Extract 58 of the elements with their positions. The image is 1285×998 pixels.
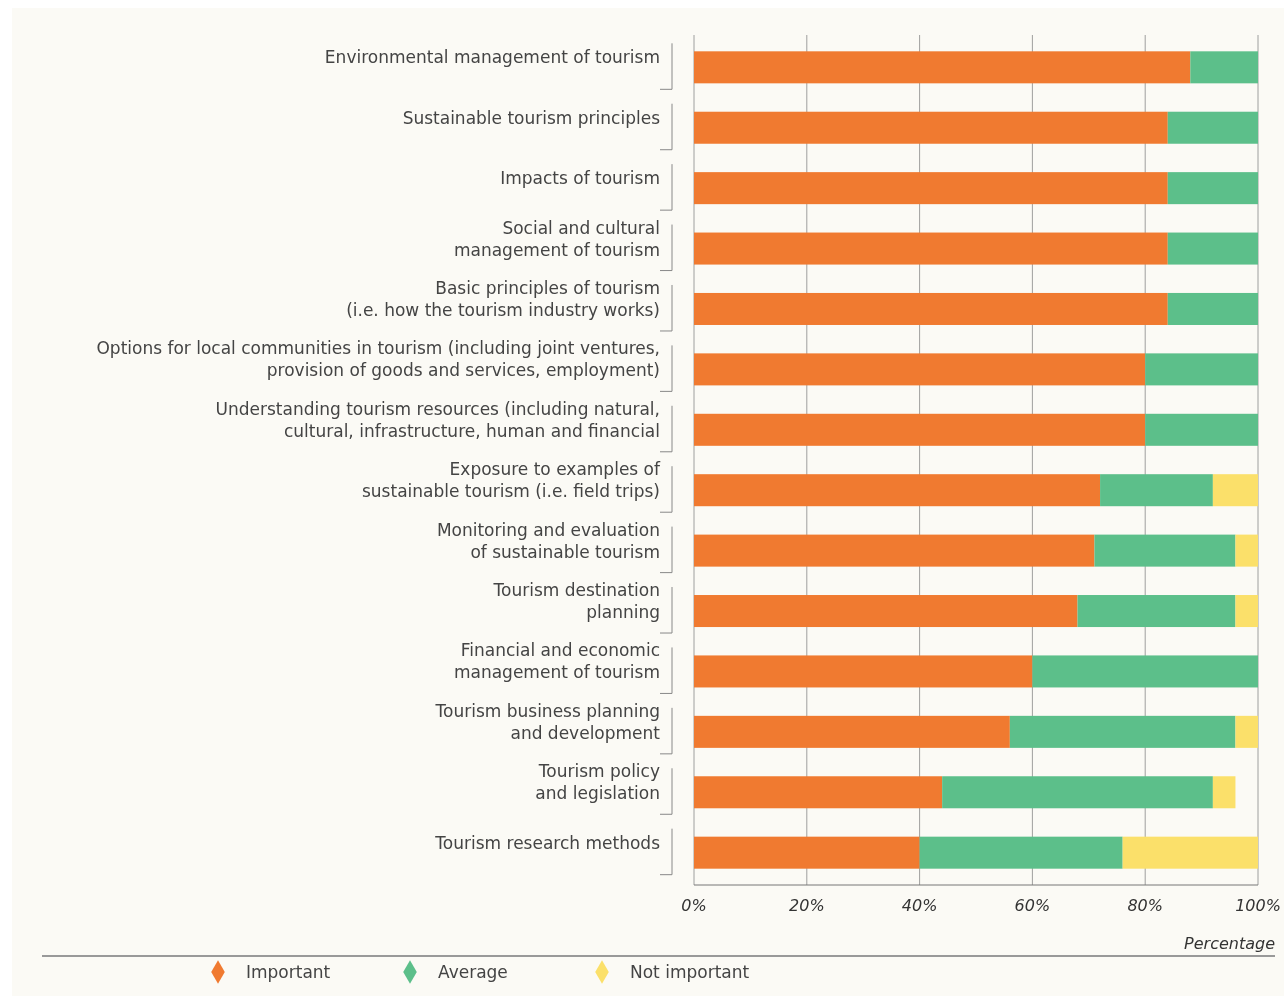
- bar: [1094, 534, 1236, 567]
- bar: [694, 51, 1191, 84]
- y-tick-label: Tourism research methods: [434, 832, 661, 853]
- y-tick-label: Tourism policy and legislation: [535, 761, 660, 804]
- bar: [694, 111, 1168, 144]
- x-tick-label: 40%: [901, 896, 938, 915]
- bar: [1077, 595, 1236, 628]
- x-tick-label: 20%: [789, 896, 825, 915]
- y-tick-label: Financial and economic management of tourism: [453, 640, 660, 683]
- bar: [694, 474, 1101, 507]
- legend-label: Important: [246, 962, 331, 982]
- bar: [1032, 655, 1258, 688]
- bar: [694, 836, 920, 869]
- y-tick-label: Understanding tourism resources (including natural, cultural, infrastructure, human and financial: [215, 398, 660, 441]
- bar: [694, 595, 1078, 628]
- bar: [1122, 836, 1258, 869]
- y-tick-label: Monitoring and evaluation of sustainable tourism: [436, 519, 660, 562]
- bar: [694, 655, 1033, 688]
- bar: [694, 413, 1146, 446]
- bar: [1167, 232, 1258, 265]
- bar: [1235, 715, 1258, 748]
- bar: [694, 353, 1146, 386]
- bar: [694, 292, 1168, 325]
- legend-label: Not important: [630, 962, 750, 982]
- x-axis-title: Percentage: [1184, 934, 1276, 953]
- bar: [694, 776, 943, 809]
- y-tick-label: Tourism business planning and development: [434, 700, 661, 743]
- y-tick-label: Sustainable tourism principles: [402, 107, 661, 128]
- y-tick-label: Social and cultural management of tourism: [453, 217, 660, 260]
- bar: [694, 172, 1168, 205]
- bar: [1167, 172, 1258, 205]
- bar: [1167, 111, 1258, 144]
- bar: [694, 715, 1010, 748]
- y-tick-label: Environmental management of tourism: [324, 47, 660, 68]
- legend-label: Average: [438, 962, 508, 982]
- bar: [1145, 353, 1258, 386]
- y-tick-label: Options for local communities in tourism (including joint ventures, provision of goods and services, employment): [96, 338, 660, 381]
- bar: [919, 836, 1123, 869]
- y-tick-label: Basic principles of tourism (i.e. how the tourism industry works): [346, 277, 660, 320]
- bar: [694, 232, 1168, 265]
- bar: [1145, 413, 1258, 446]
- y-tick-label: Exposure to examples of sustainable tourism (i.e. field trips): [361, 459, 661, 502]
- bar: [1009, 715, 1236, 748]
- bar: [1235, 595, 1258, 628]
- bar: [1100, 474, 1213, 507]
- bar: [694, 534, 1095, 567]
- y-tick-label: Impacts of tourism: [500, 168, 660, 189]
- bar: [1167, 292, 1258, 325]
- x-tick-label: 80%: [1127, 896, 1163, 915]
- x-tick-label: 60%: [1014, 896, 1051, 915]
- bar: [942, 776, 1213, 809]
- x-tick-label: 0%: [681, 896, 707, 915]
- bar: [1212, 776, 1236, 809]
- bar: [1190, 51, 1258, 84]
- bar: [1235, 534, 1258, 567]
- bar: [1212, 474, 1258, 507]
- x-tick-label: 100%: [1235, 896, 1281, 915]
- y-tick-label: Tourism destination planning: [492, 580, 660, 623]
